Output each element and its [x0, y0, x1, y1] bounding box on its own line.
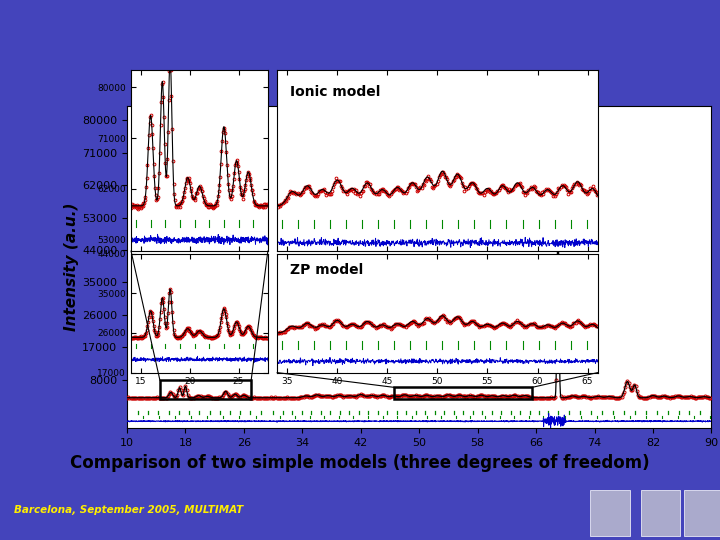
Y-axis label: Intensity (a.u.): Intensity (a.u.)	[64, 203, 79, 332]
Bar	[160, 380, 251, 399]
Text: Comparison of two simple models (three degrees of freedom): Comparison of two simple models (three d…	[70, 454, 650, 472]
Bar	[394, 387, 532, 399]
Bar	[641, 490, 680, 536]
Text: ZP model: ZP model	[290, 264, 364, 278]
Text: Ionic model: Ionic model	[290, 85, 380, 99]
Bar	[684, 490, 720, 536]
Bar	[590, 490, 630, 536]
Text: Barcelona, September 2005, MULTIMAT: Barcelona, September 2005, MULTIMAT	[14, 505, 243, 515]
